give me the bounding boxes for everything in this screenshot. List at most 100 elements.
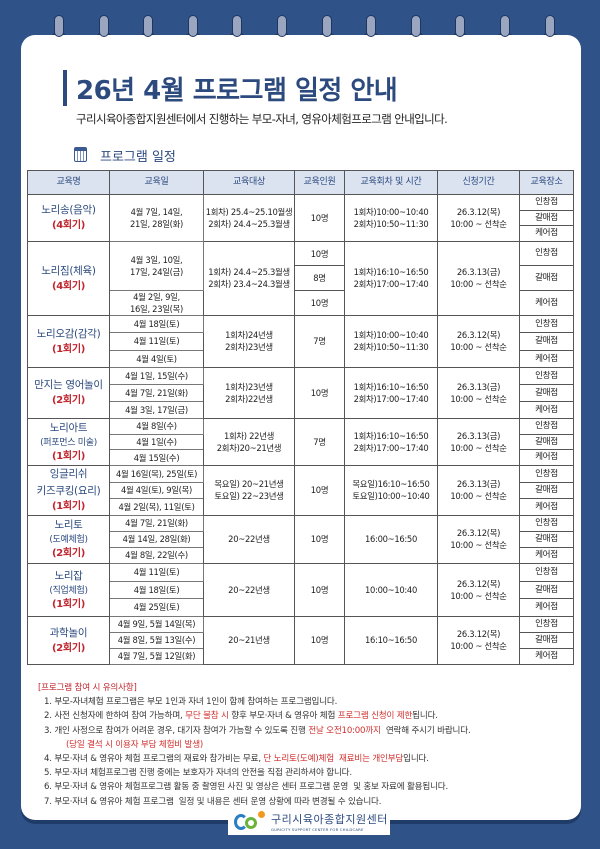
education-date: 4월 7일, 21일(화) xyxy=(109,383,204,402)
education-capacity: 7명 xyxy=(294,417,345,466)
education-capacity: 10명 xyxy=(294,289,345,317)
table-row: 노리토 (도예체험) (2회기) 4월 7일, 21일(화) 20~22년생 10명 16:… xyxy=(27,514,574,564)
education-capacity: 10명 xyxy=(294,514,345,564)
table-row: 만지는 영어놀이 (2회기) 4월 1일, 15일(수) 1회차)23년생 2회차)2… xyxy=(27,366,574,419)
program-sessions: (1회기) xyxy=(52,598,85,610)
education-date: 4월 18일(토) xyxy=(109,314,204,334)
program-name: 노리짐(체육) xyxy=(41,264,96,277)
schedule-table: 교육명 교육일 교육대상 교육인원 교육회차 및 시간 신청기간 교육장소 노리송(음악) (… xyxy=(27,170,574,665)
note-highlight: 단 노리토(도예)체험 재료비는 개인부담 xyxy=(263,754,404,765)
education-date: 4월 8일, 5월 13일(수) xyxy=(109,631,204,649)
application-period: 26.3.12(목) 10:00 ~ 선착순 xyxy=(437,194,520,242)
binding-ring xyxy=(95,15,112,44)
program-name: 잉글리쉬 키즈쿠킹(요리) xyxy=(36,468,101,498)
program-name-cell: 노리잡 (직업체험) (1회기) xyxy=(27,562,110,617)
application-period: 26.3.13(금) 10:00 ~ 선착순 xyxy=(437,464,520,516)
program-name: 노리토 xyxy=(54,519,83,532)
education-location: 인창점 xyxy=(519,562,574,582)
note-highlight: 무단 불참 시 xyxy=(185,711,229,722)
column-header: 교육회차 및 시간 xyxy=(344,170,438,195)
application-period: 26.3.12(목) 10:00 ~ 선착순 xyxy=(437,615,520,665)
table-row: 잉글리쉬 키즈쿠킹(요리) (1회기) 4월 16일(목), 25일(토) 목요일) … xyxy=(27,464,574,516)
education-location: 케어점 xyxy=(519,498,574,516)
education-target: 20~22년생 xyxy=(203,562,295,617)
education-location: 인창점 xyxy=(519,194,574,211)
session-time: 1회차)16:10~16:50 2회차)17:00~17:40 xyxy=(344,240,438,317)
note-text: 3. 개인 사정으로 참여가 어려운 경우, 대기자 참여가 가능할 수 있도록… xyxy=(44,725,309,736)
education-date: 4월 7일, 5월 12일(화) xyxy=(109,647,204,665)
page-subtitle: 구리시육아종합지원센터에서 진행하는 부모-자녀, 영유아체험프로그램 안내입니… xyxy=(76,112,448,126)
education-capacity: 10명 xyxy=(294,464,345,516)
column-header: 교육명 xyxy=(27,170,110,195)
binding-ring xyxy=(274,15,290,44)
table-row: 노리오감(감각) (1회기) 4월 18일(토) 1회차)24년생 2회차)23년생 7… xyxy=(27,314,574,368)
application-period: 26.3.13(금) 10:00 ~ 선착순 xyxy=(437,366,520,419)
program-name: 노리잡 xyxy=(54,569,83,582)
program-subtitle: (직업체험) xyxy=(49,585,88,596)
education-capacity: 10명 xyxy=(294,194,345,242)
session-time: 16:00~16:50 xyxy=(344,514,438,564)
note-item: 2. 사전 신청자에 한하여 참여 가능하며, 무단 불참 시 향후 부모·자녀… xyxy=(38,709,470,723)
session-time: 16:10~16:50 xyxy=(344,615,438,665)
education-target: 1회차) 22년생 2회차)20~21년생 xyxy=(203,417,295,466)
note-text: 5. 부모·자녀 체험프로그램 진행 중에는 보호자가 자녀의 안전을 직접 관… xyxy=(44,768,352,779)
program-name-cell: 노리짐(체육) (4회기) xyxy=(27,240,110,317)
table-row: 4월 7일, 21일(화) 갈매점 xyxy=(28,383,574,402)
note-text: 향후 부모·자녀 & 영유아 체험 xyxy=(228,711,338,722)
education-capacity: 10명 xyxy=(294,615,345,665)
application-period: 26.3.13(금) 10:00 ~ 선착순 xyxy=(437,417,520,466)
table-row: 노리아트 (퍼포먼스 미술) (1회기) 4월 8일(수) 1회차) 22년생 2회차)… xyxy=(27,417,574,466)
education-target: 1회차) 24.4~25.3월생 2회차) 23.4~24.3월생 xyxy=(203,240,295,317)
binding-ring xyxy=(407,15,424,44)
table-header-row: 교육명 교육일 교육대상 교육인원 교육회차 및 시간 신청기간 교육장소 xyxy=(27,170,574,195)
session-time: 목요일)16:10~16:50 토요일)10:00~10:40 xyxy=(344,464,438,516)
education-location: 케어점 xyxy=(519,225,574,242)
education-target: 1회차) 25.4~25.10월생 2회차) 24.4~25.3월생 xyxy=(203,194,295,242)
program-sessions: (2회기) xyxy=(52,642,85,654)
education-date: 4월 18일(토) xyxy=(109,580,204,600)
program-sessions: (4회기) xyxy=(52,280,85,292)
binding-ring xyxy=(541,15,558,44)
education-date: 4월 7일, 14일, 21일, 28일(화) xyxy=(109,194,204,242)
table-row: 과학놀이 (2회기) 4월 9일, 5월 14일(목) 20~21년생 10명 16:10… xyxy=(27,615,574,665)
note-item: 7. 부모·자녀 & 영유아 체험 프로그램 일정 및 내용은 센터 운영 상황… xyxy=(38,795,470,809)
education-date: 4월 14일, 28일(화) xyxy=(109,530,204,548)
education-location: 갈매점 xyxy=(519,481,574,500)
program-name-cell: 노리토 (도예체험) (2회기) xyxy=(27,514,110,564)
program-name-cell: 노리오감(감각) (1회기) xyxy=(27,315,110,368)
note-item: 1. 부모-자녀체험 프로그램은 부모 1인과 자녀 1인이 함께 참여하는 프… xyxy=(38,695,470,709)
education-location: 인창점 xyxy=(519,417,574,435)
education-location: 케어점 xyxy=(519,647,574,665)
education-date: 4월 1일(수) xyxy=(109,433,204,451)
center-logo: 구리시육아종합지원센터 GURICITY SUPPORT CENTER FOR … xyxy=(228,807,390,835)
table-row: 노리짐(체육) (4회기) 4월 3일, 10일, 17일, 24일(금) 1회차) … xyxy=(27,240,574,317)
note-text: 연락해 주시기 바랍니다. xyxy=(380,725,471,736)
session-time: 1회차)10:00~10:40 2회차)10:50~11:30 xyxy=(344,194,438,242)
calendar-icon xyxy=(74,147,87,162)
note-highlight: (당일 결석 시 이용자 부담 체험비 발생) xyxy=(66,739,204,750)
education-location: 갈매점 xyxy=(519,433,574,451)
application-period: 26.3.12(목) 10:00 ~ 선착순 xyxy=(437,315,520,368)
education-capacity: 10명 xyxy=(294,240,345,267)
logo-name-ko: 구리시육아종합지원센터 xyxy=(271,812,388,826)
note-item: 5. 부모·자녀 체험프로그램 진행 중에는 보호자가 자녀의 안전을 직접 관… xyxy=(38,766,470,780)
education-date: 4월 9일, 5월 14일(목) xyxy=(109,615,204,633)
program-name: 노리오감(감각) xyxy=(36,327,101,340)
program-name-cell: 노리아트 (퍼포먼스 미술) (1회기) xyxy=(27,417,110,466)
note-item: 6. 부모·자녀 & 영유아 체험프로그램 활동 중 촬영된 사진 및 영상은 … xyxy=(38,780,470,794)
education-location: 갈매점 xyxy=(519,383,574,402)
session-time: 1회차)16:10~16:50 2회차)17:00~17:40 xyxy=(344,366,438,419)
education-location: 갈매점 xyxy=(519,209,574,227)
column-header: 교육인원 xyxy=(294,170,345,195)
page-title: 26년 4월 프로그램 일정 안내 xyxy=(76,76,398,106)
note-item: 3. 개인 사정으로 참여가 어려운 경우, 대기자 참여가 가능할 수 있도록… xyxy=(38,724,471,738)
education-date: 4월 15일(수) xyxy=(109,449,204,466)
logo-mark-icon xyxy=(234,811,266,831)
notes-heading: [프로그램 참여 시 유의사항] xyxy=(38,683,137,693)
note-text: 2. 사전 신청자에 한하여 참여 가능하며, xyxy=(44,711,186,722)
column-header: 교육일 xyxy=(109,170,204,195)
binding-ring xyxy=(452,15,469,44)
title-accent-bar xyxy=(63,70,67,106)
session-time: 1회차)16:10~16:50 2회차)17:00~17:40 xyxy=(344,417,438,466)
program-name: 과학놀이 xyxy=(49,626,88,639)
